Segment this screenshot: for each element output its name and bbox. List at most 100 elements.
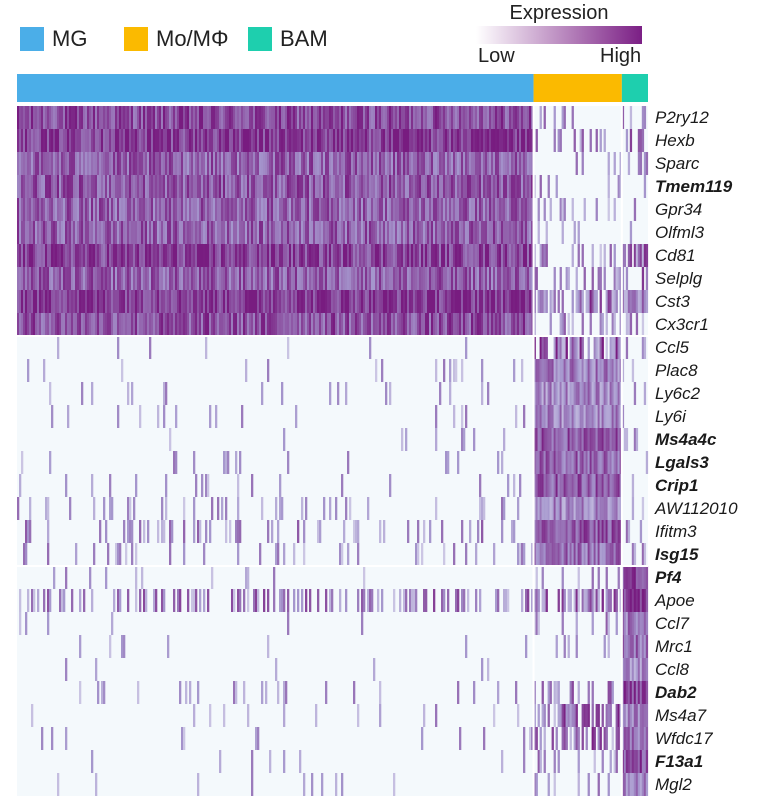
heatmap-cell xyxy=(233,244,236,267)
heatmap-cell xyxy=(461,267,464,290)
heatmap-cell xyxy=(515,290,518,313)
heatmap-cell xyxy=(225,451,228,474)
heatmap-cells xyxy=(17,106,649,796)
heatmap-cell xyxy=(189,106,192,129)
heatmap-cell xyxy=(163,221,166,244)
heatmap-cell xyxy=(95,175,98,198)
heatmap-cell xyxy=(315,175,318,198)
heatmap-cell xyxy=(377,221,380,244)
heatmap-cell xyxy=(641,566,645,589)
heatmap-cell xyxy=(211,313,214,336)
heatmap-cell xyxy=(417,106,420,129)
heatmap-cell xyxy=(571,543,574,566)
heatmap-cell xyxy=(261,221,264,244)
heatmap-cell xyxy=(291,129,294,152)
heatmap-cell xyxy=(539,175,542,198)
heatmap-cell xyxy=(209,405,212,428)
heatmap-cell xyxy=(227,106,230,129)
heatmap-cell xyxy=(57,221,60,244)
heatmap-cell xyxy=(193,290,196,313)
heatmap-cell xyxy=(243,175,246,198)
heatmap-cell xyxy=(459,244,462,267)
heatmap-cell xyxy=(629,681,633,704)
heatmap-cell xyxy=(425,244,428,267)
heatmap-cell xyxy=(161,589,164,612)
heatmap-cell xyxy=(171,267,174,290)
heatmap-cell xyxy=(197,267,200,290)
heatmap-cell xyxy=(231,152,234,175)
heatmap-cell xyxy=(287,267,290,290)
heatmap-cell xyxy=(459,152,462,175)
heatmap-cell xyxy=(401,198,404,221)
heatmap-cell xyxy=(229,129,232,152)
legend-swatch-mo-macrophage xyxy=(124,27,148,51)
heatmap-cell xyxy=(407,175,410,198)
heatmap-cell xyxy=(153,244,156,267)
heatmap-cell xyxy=(79,106,82,129)
heatmap-cell xyxy=(599,543,602,566)
heatmap-cell xyxy=(377,290,380,313)
heatmap-cell xyxy=(451,175,454,198)
heatmap-cell xyxy=(453,543,456,566)
heatmap-cell xyxy=(513,221,516,244)
heatmap-cell xyxy=(557,129,560,152)
heatmap-cell xyxy=(59,290,62,313)
heatmap-cell xyxy=(631,566,635,589)
heatmap-cell xyxy=(279,221,282,244)
heatmap-cell xyxy=(327,152,330,175)
heatmap-cell xyxy=(425,221,428,244)
heatmap-cell xyxy=(241,106,244,129)
heatmap-cell xyxy=(597,405,600,428)
heatmap-cell xyxy=(129,244,132,267)
heatmap-cell xyxy=(207,589,210,612)
heatmap-cell xyxy=(195,474,198,497)
heatmap-cell xyxy=(559,267,562,290)
heatmap-cell xyxy=(143,267,146,290)
heatmap-cell xyxy=(267,221,270,244)
heatmap-cell xyxy=(485,267,488,290)
heatmap-cell xyxy=(371,129,374,152)
heatmap-cell xyxy=(231,244,234,267)
heatmap-cell xyxy=(417,290,420,313)
heatmap-cell xyxy=(449,382,452,405)
heatmap-cell xyxy=(497,451,500,474)
heatmap-cell xyxy=(197,129,200,152)
heatmap-cell xyxy=(361,129,364,152)
heatmap-cell xyxy=(241,244,244,267)
heatmap-cell xyxy=(477,267,480,290)
heatmap-cell xyxy=(601,313,604,336)
heatmap-cell xyxy=(139,244,142,267)
heatmap-cell xyxy=(333,175,336,198)
heatmap-cell xyxy=(165,244,168,267)
heatmap-cell xyxy=(571,244,574,267)
heatmap-cell xyxy=(197,221,200,244)
heatmap-cell xyxy=(47,244,50,267)
heatmap-cell xyxy=(91,152,94,175)
heatmap-cell xyxy=(49,267,52,290)
heatmap-cell xyxy=(561,566,564,589)
heatmap-cell xyxy=(421,221,424,244)
heatmap-cell xyxy=(125,290,128,313)
heatmap-cell xyxy=(163,198,166,221)
heatmap-cell xyxy=(513,175,516,198)
heatmap-cell xyxy=(183,543,186,566)
heatmap-cell xyxy=(461,244,464,267)
heatmap-cell xyxy=(55,313,58,336)
heatmap-cell xyxy=(281,589,284,612)
heatmap-cell xyxy=(113,106,116,129)
heatmap-cell xyxy=(173,106,176,129)
heatmap-cell xyxy=(347,106,350,129)
heatmap-cell xyxy=(593,336,596,359)
heatmap-cell xyxy=(253,221,256,244)
heatmap-cell xyxy=(145,221,148,244)
heatmap-cell xyxy=(571,382,574,405)
heatmap-cell xyxy=(461,520,464,543)
heatmap-cell xyxy=(275,175,278,198)
heatmap-cell xyxy=(237,106,240,129)
heatmap-cell xyxy=(547,704,550,727)
heatmap-cell xyxy=(597,727,600,750)
heatmap-cell xyxy=(597,382,600,405)
heatmap-cell xyxy=(279,497,282,520)
heatmap-cell xyxy=(223,152,226,175)
heatmap-cell xyxy=(59,267,62,290)
